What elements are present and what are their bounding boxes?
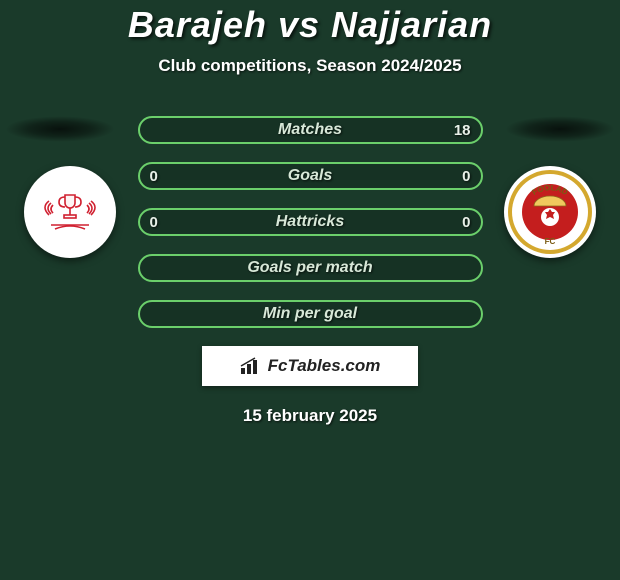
stat-right-value: 0 xyxy=(462,214,470,231)
stat-rows: Matches 18 0 Goals 0 0 Hattricks 0 Goals… xyxy=(138,116,483,328)
shadow-left xyxy=(5,116,115,142)
stat-label: Min per goal xyxy=(263,305,357,323)
stat-row-goals-per-match: Goals per match xyxy=(138,254,483,282)
stat-label: Matches xyxy=(278,121,342,139)
shadow-right xyxy=(505,116,615,142)
header: Barajeh vs Najjarian Club competitions, … xyxy=(0,0,620,76)
match-date: 15 february 2025 xyxy=(0,406,620,426)
page-subtitle: Club competitions, Season 2024/2025 xyxy=(0,56,620,76)
page-title: Barajeh vs Najjarian xyxy=(0,4,620,46)
bar-chart-icon xyxy=(240,357,262,375)
right-club-badge: FOOLAD FC xyxy=(504,166,596,258)
comparison-panel: FOOLAD FC Matches 18 0 Goals 0 0 Hattric… xyxy=(0,116,620,426)
stat-row-min-per-goal: Min per goal xyxy=(138,300,483,328)
stat-left-value: 0 xyxy=(150,214,158,231)
watermark: FcTables.com xyxy=(202,346,418,386)
stat-row-matches: Matches 18 xyxy=(138,116,483,144)
stat-right-value: 0 xyxy=(462,168,470,185)
trophy-wings-icon xyxy=(31,173,109,251)
left-club-badge xyxy=(24,166,116,258)
watermark-text: FcTables.com xyxy=(268,356,381,376)
stat-row-hattricks: 0 Hattricks 0 xyxy=(138,208,483,236)
stat-left-value: 0 xyxy=(150,168,158,185)
foolad-badge-icon: FOOLAD FC xyxy=(506,168,594,256)
stat-label: Goals per match xyxy=(247,259,372,277)
stat-right-value: 18 xyxy=(454,122,471,139)
stat-row-goals: 0 Goals 0 xyxy=(138,162,483,190)
stat-label: Hattricks xyxy=(276,213,344,231)
stat-label: Goals xyxy=(288,167,332,185)
badge-label-bottom: FC xyxy=(545,237,556,246)
